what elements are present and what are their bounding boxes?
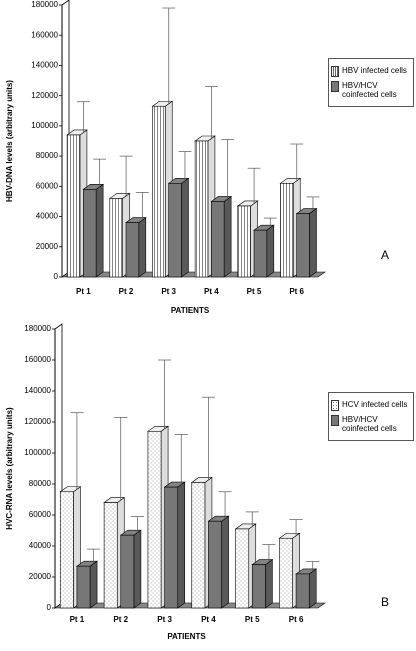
y-tick-label: 100000 bbox=[31, 121, 58, 130]
bar bbox=[103, 502, 118, 609]
legend-label: HBV/HCV coinfected cells bbox=[342, 81, 397, 99]
y-tick-label: 80000 bbox=[29, 479, 52, 488]
bar bbox=[164, 486, 179, 609]
x-axis-label: PATIENTS bbox=[167, 632, 206, 641]
bar-side bbox=[89, 560, 98, 609]
legend-swatch bbox=[331, 400, 339, 411]
y-tick-label: 100000 bbox=[24, 448, 51, 457]
bar-side bbox=[223, 195, 232, 278]
legend-swatch bbox=[331, 66, 339, 77]
bar bbox=[66, 134, 81, 278]
x-tick-label: Pt 1 bbox=[70, 615, 85, 624]
y-axis-label: HVC-RNA levels (arbitrary units) bbox=[5, 407, 14, 530]
y-tick-label: 140000 bbox=[31, 61, 58, 70]
x-tick-label: Pt 6 bbox=[289, 615, 304, 624]
legend-entry: HBV/HCV coinfected cells bbox=[331, 415, 411, 433]
bar bbox=[168, 183, 182, 278]
y-tick-label: 0 bbox=[47, 603, 52, 612]
legend-label: HBV/HCV coinfected cells bbox=[342, 415, 397, 433]
panel-label: A bbox=[381, 248, 389, 262]
x-tick-label: Pt 2 bbox=[113, 615, 128, 624]
y-tick-label: 40000 bbox=[36, 212, 59, 221]
bar-side bbox=[221, 515, 229, 609]
bar bbox=[235, 528, 250, 609]
x-tick-label: Pt 1 bbox=[76, 287, 91, 296]
bar bbox=[152, 105, 166, 278]
bar bbox=[59, 491, 74, 609]
bar-side bbox=[133, 529, 142, 609]
bar-side bbox=[266, 224, 275, 278]
bar bbox=[194, 140, 209, 278]
y-tick-label: 180000 bbox=[31, 0, 58, 9]
bar bbox=[296, 213, 310, 278]
legend-swatch bbox=[331, 81, 339, 92]
bar bbox=[211, 201, 225, 278]
legend-label: HCV infected cells bbox=[342, 400, 408, 409]
y-tick-label: 160000 bbox=[24, 355, 51, 364]
x-axis-label: PATIENTS bbox=[171, 306, 210, 315]
legend: HCV infected cells HBV/HCV coinfected cel… bbox=[328, 392, 414, 441]
panel-label: B bbox=[381, 595, 389, 609]
x-tick-label: Pt 3 bbox=[161, 287, 176, 296]
y-tick-label: 20000 bbox=[36, 242, 59, 251]
bar-side bbox=[181, 177, 189, 278]
bar bbox=[280, 183, 294, 278]
y-tick-label: 180000 bbox=[24, 324, 51, 333]
bar bbox=[279, 537, 293, 609]
legend-swatch bbox=[331, 415, 339, 426]
bar bbox=[191, 482, 206, 609]
bar bbox=[253, 229, 268, 278]
y-tick-label: 0 bbox=[54, 272, 59, 281]
y-tick-label: 120000 bbox=[31, 91, 58, 100]
legend-label: HBV infected cells bbox=[342, 66, 407, 75]
bar bbox=[76, 565, 91, 609]
x-tick-label: Pt 4 bbox=[204, 287, 219, 296]
y-tick-label: 120000 bbox=[24, 417, 51, 426]
bar bbox=[237, 205, 251, 278]
bar bbox=[83, 189, 97, 278]
legend-entry: HCV infected cells bbox=[331, 400, 411, 411]
bar-side bbox=[265, 559, 273, 609]
y-tick-label: 140000 bbox=[24, 386, 51, 395]
legend-entry: HBV infected cells bbox=[331, 66, 411, 77]
y-tick-label: 20000 bbox=[29, 572, 52, 581]
y-tick-label: 40000 bbox=[29, 541, 52, 550]
bar bbox=[120, 534, 135, 609]
x-tick-label: Pt 5 bbox=[245, 615, 260, 624]
bar bbox=[208, 520, 222, 609]
legend: HBV infected cells HBV/HCV coinfected cel… bbox=[328, 58, 414, 107]
bar-side bbox=[308, 568, 317, 609]
bar bbox=[251, 564, 266, 609]
legend-entry: HBV/HCV coinfected cells bbox=[331, 81, 411, 99]
bar bbox=[109, 198, 123, 278]
x-tick-label: Pt 5 bbox=[247, 287, 262, 296]
bar-side bbox=[95, 183, 104, 278]
bar bbox=[147, 430, 162, 609]
bar bbox=[125, 222, 140, 278]
y-tick-label: 160000 bbox=[31, 30, 58, 39]
x-tick-label: Pt 3 bbox=[157, 615, 172, 624]
y-tick-label: 80000 bbox=[36, 151, 59, 160]
x-tick-label: Pt 4 bbox=[201, 615, 216, 624]
y-axis-label: HBV-DNA levels (arbitrary units) bbox=[5, 80, 14, 202]
y-tick-label: 60000 bbox=[36, 181, 59, 190]
bar-side bbox=[177, 481, 186, 609]
x-tick-label: Pt 2 bbox=[119, 287, 134, 296]
bar bbox=[295, 573, 310, 609]
bar-side bbox=[309, 207, 317, 278]
x-tick-label: Pt 6 bbox=[289, 287, 304, 296]
bar-side bbox=[138, 217, 147, 278]
y-tick-label: 60000 bbox=[29, 510, 52, 519]
